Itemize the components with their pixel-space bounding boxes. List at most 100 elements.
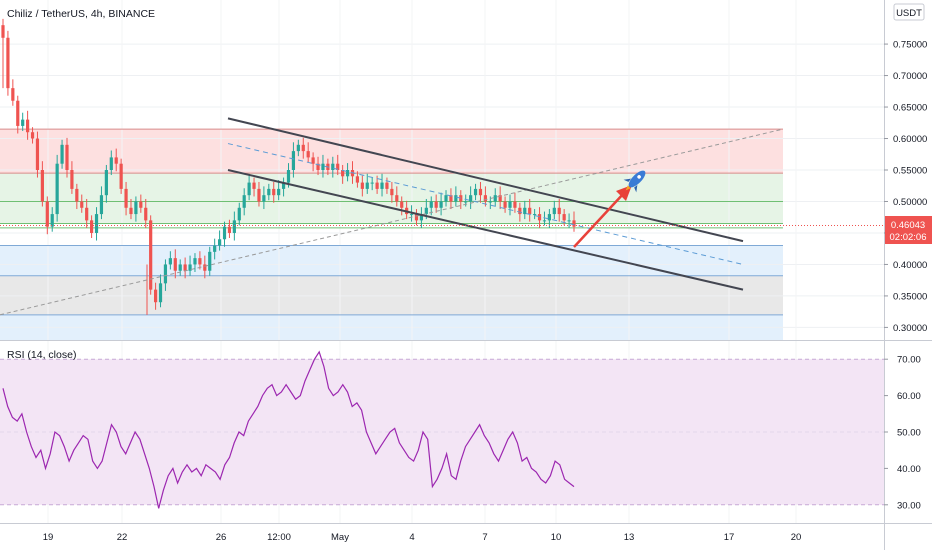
candles-layer <box>1 18 576 315</box>
candle <box>262 186 266 210</box>
candle-body <box>50 214 54 227</box>
candle <box>449 188 453 210</box>
quote-currency-button[interactable]: USDT <box>893 3 925 21</box>
drawings-layer[interactable] <box>0 117 784 316</box>
candle-body <box>385 182 389 189</box>
candle <box>503 196 507 213</box>
candle <box>65 137 69 178</box>
candle-body <box>163 264 168 284</box>
candle-body <box>434 201 438 208</box>
rsi-line[interactable] <box>2 350 575 509</box>
candle <box>281 177 286 197</box>
candle-body <box>213 245 217 252</box>
candle-body <box>16 100 20 126</box>
candle-body <box>533 214 537 216</box>
candle <box>217 230 222 251</box>
candle-body <box>45 201 49 227</box>
candle-body <box>557 207 561 215</box>
candle-body <box>267 188 271 196</box>
candle <box>533 209 537 220</box>
candle-body <box>355 176 360 183</box>
candle-body <box>193 258 197 265</box>
candle-body <box>252 182 256 189</box>
candle <box>109 150 113 176</box>
zone-band <box>0 129 783 174</box>
up-arrow-line[interactable] <box>573 192 625 248</box>
candle-body <box>198 258 202 265</box>
candle-body <box>60 144 64 164</box>
candle-body <box>109 157 113 170</box>
candle <box>153 282 158 310</box>
rsi-title[interactable]: RSI (14, close) <box>7 349 76 361</box>
candle <box>213 238 217 260</box>
candle <box>208 246 212 276</box>
price-tick-label: 0.70000 <box>893 71 927 82</box>
candle <box>139 194 143 213</box>
candle <box>144 198 148 228</box>
candle <box>252 177 256 197</box>
candle <box>40 161 44 207</box>
candle-body <box>542 220 547 222</box>
candle <box>291 142 296 178</box>
candle-body <box>444 195 448 202</box>
dashed-trendline[interactable] <box>0 128 784 316</box>
candle <box>114 148 118 172</box>
time-tick-label: 12:00 <box>267 532 291 543</box>
candle-body <box>99 195 104 215</box>
symbol-title[interactable]: Chiliz / TetherUS, 4h, BINANCE <box>7 8 155 20</box>
candle <box>149 215 153 295</box>
candle-body <box>134 201 138 215</box>
candle-body <box>331 163 335 170</box>
rsi-axis[interactable]: 30.00 40.00 50.00 60.00 70.00 <box>884 355 921 512</box>
candle <box>183 257 187 279</box>
candle-body <box>75 188 79 202</box>
candle-body <box>203 264 207 271</box>
price-tick-label: 0.55000 <box>893 166 927 177</box>
quote-currency-label: USDT <box>896 8 922 19</box>
candle-body <box>390 188 394 196</box>
channel-upper-line[interactable] <box>227 117 744 243</box>
candle <box>232 211 236 241</box>
channel-lower-line[interactable] <box>227 169 744 291</box>
candle-body <box>547 214 551 221</box>
candle-body <box>237 207 241 221</box>
candle-body <box>365 182 369 189</box>
price-tick-label: 0.65000 <box>893 103 927 114</box>
candle <box>30 127 35 144</box>
candle <box>444 190 448 207</box>
candle-body <box>242 195 246 208</box>
candle-body <box>208 251 212 271</box>
candle-body <box>567 220 571 222</box>
candle <box>454 186 458 207</box>
candle <box>547 209 551 228</box>
candle-body <box>70 170 74 189</box>
candle-body <box>478 188 483 196</box>
candle-body <box>65 144 69 170</box>
candle <box>75 183 79 210</box>
candle <box>385 177 389 194</box>
price-badge-countdown: 02:02:06 <box>890 232 927 243</box>
price-tick-label: 0.75000 <box>893 40 927 51</box>
candle-body <box>124 188 128 208</box>
candle-body <box>523 207 527 215</box>
candle-body <box>562 214 566 221</box>
candle-body <box>149 220 153 290</box>
candle-body <box>473 188 478 196</box>
candle-body <box>513 201 517 208</box>
channel-mid-line[interactable] <box>227 143 744 265</box>
candle <box>488 196 492 210</box>
candle <box>311 152 315 172</box>
price-axis[interactable]: 0.300000.350000.400000.450000.500000.550… <box>884 40 927 334</box>
candle <box>439 192 443 216</box>
time-tick-label: 19 <box>43 532 54 543</box>
candle-body <box>528 207 532 215</box>
price-badge-value: 0.46043 <box>891 220 925 231</box>
candle <box>168 251 172 270</box>
candle <box>355 171 360 188</box>
candle <box>370 177 374 191</box>
time-axis[interactable]: 19 22 26 12:00 May 4 7 10 13 17 20 <box>43 532 802 543</box>
candle-body <box>30 132 35 139</box>
candle <box>365 173 369 194</box>
